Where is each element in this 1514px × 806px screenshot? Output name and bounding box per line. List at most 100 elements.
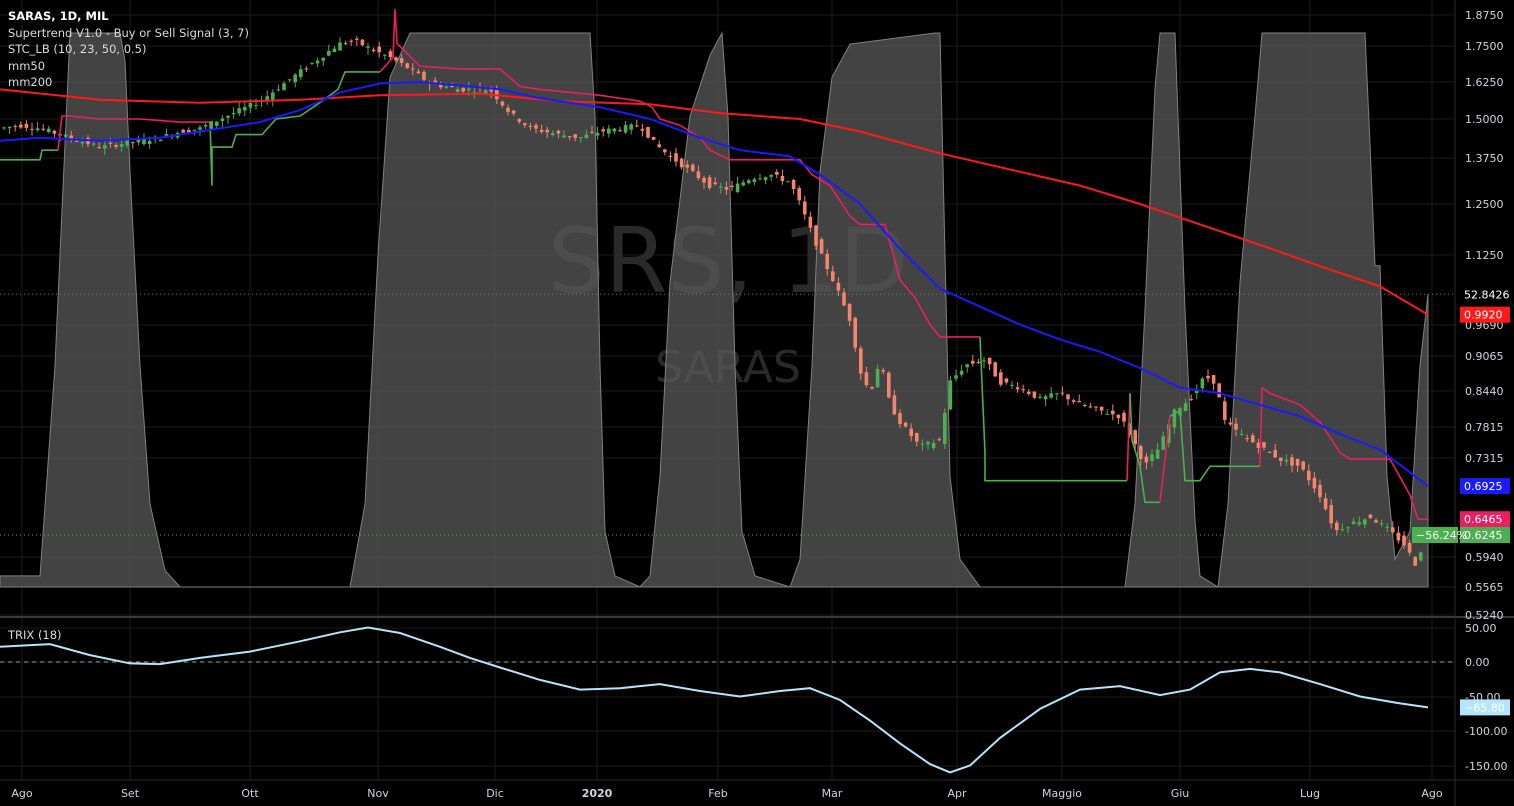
- candle-body: [7, 126, 12, 129]
- candle-body: [1312, 477, 1317, 489]
- candle-body: [1379, 523, 1384, 525]
- candle-body: [1251, 435, 1255, 443]
- candle-body: [954, 375, 958, 379]
- candle-body: [1049, 393, 1053, 398]
- candle-body: [668, 155, 673, 157]
- candle-body: [1189, 399, 1193, 401]
- time-tick-label: Apr: [947, 787, 967, 800]
- candle-body: [215, 121, 219, 126]
- candle-body: [360, 39, 365, 46]
- candle-body: [461, 87, 465, 92]
- candle-body: [1127, 423, 1132, 435]
- candle-body: [343, 43, 348, 45]
- stc-area: [0, 31, 1455, 588]
- legend-stc[interactable]: STC_LB (10, 23, 50, 0.5): [8, 42, 147, 56]
- candle-body: [164, 134, 169, 138]
- candle-body: [405, 63, 409, 68]
- candle-body: [1402, 535, 1406, 546]
- price-tick-label: 0.5240: [1465, 609, 1504, 622]
- candle-body: [1217, 383, 1221, 398]
- candle-body: [1340, 529, 1345, 531]
- candle-body: [1368, 514, 1373, 519]
- candle-body: [1391, 527, 1395, 533]
- legend-symbol[interactable]: SARAS, 1D, MIL: [8, 9, 109, 23]
- candle-body: [1038, 396, 1042, 398]
- candle-body: [1284, 459, 1289, 462]
- candle-body: [915, 433, 919, 442]
- candle-body: [41, 128, 45, 130]
- candle-body: [1211, 375, 1216, 384]
- candle-body: [528, 125, 533, 127]
- candle-body: [450, 86, 454, 87]
- candle-body: [803, 201, 807, 215]
- candle-body: [80, 142, 85, 144]
- candle-body: [304, 68, 309, 70]
- supertrend-last-tag: 0.6465: [1464, 513, 1503, 526]
- candle-body: [993, 362, 997, 377]
- candle-body: [735, 183, 740, 193]
- supertrend-line: [57, 115, 210, 151]
- legend-mm200[interactable]: mm200: [8, 75, 53, 89]
- time-axis[interactable]: Ago Set Ott Nov Dic 2020 Feb Mar Apr Maggio Giu Lug…: [11, 787, 1443, 800]
- candle-body: [797, 188, 801, 201]
- candle-body: [1346, 527, 1350, 529]
- candle-body: [254, 105, 258, 107]
- candle-body: [875, 368, 880, 388]
- price-tick-label: 0.5940: [1465, 551, 1504, 564]
- candle-body: [30, 128, 34, 130]
- candle-body: [1032, 391, 1037, 398]
- candle-body: [276, 89, 281, 91]
- candle-body: [814, 225, 818, 246]
- trix-legend[interactable]: TRIX (18): [8, 628, 62, 642]
- candle-body: [237, 108, 241, 114]
- candle-body: [159, 139, 163, 142]
- price-tick-label: 1.2500: [1465, 198, 1504, 211]
- mm50-last-tag: 0.6925: [1464, 480, 1503, 493]
- candle-body: [1357, 522, 1361, 525]
- candle-body: [366, 46, 370, 48]
- main-legend: SARAS, 1D, MIL Supertrend V1.0 - Buy or …: [8, 8, 249, 91]
- candle-body: [976, 361, 981, 363]
- candle-body: [349, 40, 353, 42]
- candle-body: [1060, 392, 1065, 394]
- candle-body: [663, 149, 667, 153]
- candle-body: [1396, 532, 1401, 541]
- candle-body: [321, 57, 325, 61]
- candle-body: [1027, 391, 1031, 394]
- candle-body: [612, 128, 617, 132]
- time-tick-label: Mar: [822, 787, 843, 800]
- candle-body: [786, 181, 790, 183]
- candle-body: [1183, 403, 1188, 411]
- legend-mm50[interactable]: mm50: [8, 58, 46, 73]
- candle-body: [579, 137, 583, 139]
- candle-body: [1021, 389, 1025, 391]
- candle-body: [926, 441, 930, 445]
- candle-body: [943, 412, 947, 444]
- candle-body: [69, 135, 73, 139]
- legend-supertrend[interactable]: Supertrend V1.0 - Buy or Sell Signal (3,…: [8, 25, 249, 40]
- candle-body: [377, 46, 381, 53]
- candle-body: [1088, 406, 1093, 408]
- candle-body: [1066, 394, 1070, 400]
- candle-body: [63, 134, 68, 137]
- candle-body: [1374, 520, 1378, 523]
- price-last-tag-bg: [1460, 527, 1510, 543]
- price-tick-label: 1.8750: [1465, 9, 1504, 22]
- candle-body: [399, 58, 404, 63]
- trix-tick-label: 0.00: [1465, 656, 1490, 669]
- price-tick-label: 1.5000: [1465, 113, 1504, 126]
- price-tick-label: 0.5565: [1465, 581, 1504, 594]
- candle-body: [489, 88, 493, 92]
- candle-body: [651, 136, 656, 140]
- price-axis[interactable]: 1.8750 1.7500 1.6250 1.5000 1.3750 1.2500 1.12…: [1465, 9, 1507, 773]
- candle-body: [859, 348, 863, 374]
- candle-body: [226, 115, 230, 118]
- supertrend-line: [1259, 386, 1428, 521]
- candle-body: [47, 128, 51, 132]
- candle-body: [1055, 393, 1059, 395]
- candle-body: [1099, 406, 1104, 411]
- candle-body: [1077, 401, 1081, 403]
- candle-body: [691, 164, 695, 171]
- time-tick-label: Feb: [708, 787, 727, 800]
